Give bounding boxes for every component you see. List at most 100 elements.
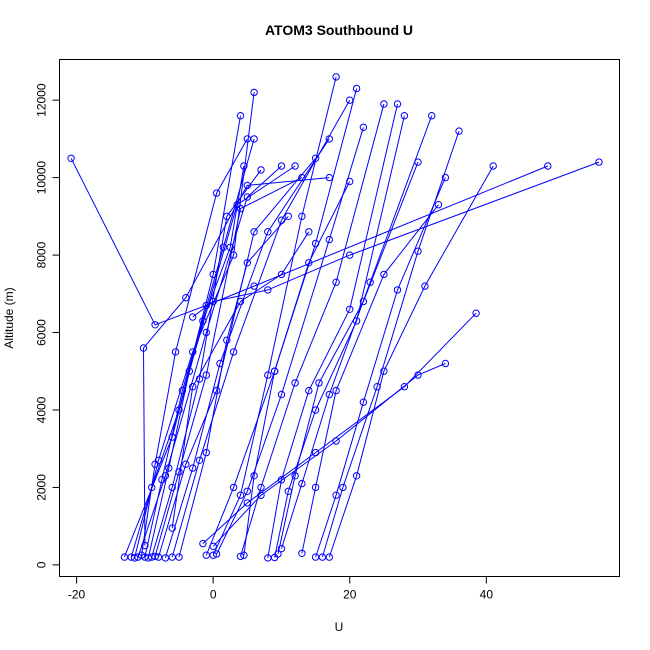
data-point	[202, 448, 211, 457]
data-point	[264, 286, 272, 294]
data-point	[400, 383, 409, 391]
y-tick-label: 12000	[35, 83, 49, 117]
data-point	[346, 96, 354, 104]
data-point	[298, 173, 306, 182]
data-point	[175, 406, 183, 414]
data-point	[352, 84, 361, 93]
data-point	[216, 359, 224, 368]
data-point	[212, 550, 221, 558]
data-point	[229, 483, 238, 492]
data-point	[195, 375, 204, 383]
data-point	[311, 448, 320, 457]
series-line-5	[141, 138, 248, 556]
data-point	[359, 398, 368, 406]
data-point	[264, 228, 272, 236]
y-tick-label: 4000	[35, 396, 49, 423]
y-tick-label: 10000	[35, 161, 49, 195]
data-point	[277, 162, 286, 170]
data-point	[380, 367, 388, 375]
data-point	[270, 367, 279, 375]
data-point	[182, 294, 190, 302]
data-point	[298, 212, 306, 221]
data-point	[189, 313, 197, 321]
data-point	[195, 456, 204, 464]
series-line-21	[277, 161, 419, 555]
data-point	[236, 112, 245, 120]
data-point	[257, 483, 265, 492]
x-tick-label: 40	[480, 588, 494, 602]
data-point	[380, 100, 388, 108]
series-line-27	[202, 312, 477, 544]
data-point	[325, 553, 333, 561]
data-point	[67, 154, 75, 163]
data-point	[305, 228, 313, 236]
y-tick-label: 6000	[35, 319, 49, 346]
data-point	[243, 487, 252, 495]
x-tick-label: -20	[68, 588, 86, 602]
x-tick-label: 20	[343, 588, 357, 602]
data-point	[414, 158, 422, 166]
data-point	[202, 371, 211, 379]
data-point	[209, 542, 217, 550]
data-point	[291, 472, 299, 480]
series-lines	[70, 76, 600, 559]
x-axis: -20 0 20 40	[68, 576, 494, 602]
series-line-11	[164, 138, 330, 559]
series-line-20	[274, 115, 405, 558]
data-point	[141, 541, 149, 550]
data-point	[219, 243, 228, 252]
data-point	[144, 554, 153, 562]
data-point	[189, 383, 197, 391]
data-point	[325, 135, 333, 143]
series-line-4	[137, 165, 282, 558]
data-point	[346, 305, 354, 313]
data-point	[243, 193, 252, 201]
data-point	[250, 88, 258, 97]
data-point	[250, 282, 258, 290]
y-tick-label: 2000	[35, 474, 49, 501]
data-point	[305, 386, 313, 395]
data-point	[229, 251, 238, 259]
data-point	[311, 239, 320, 248]
series-line-15	[212, 76, 337, 556]
series-line-8	[151, 169, 262, 558]
data-point	[236, 204, 245, 213]
data-point	[421, 282, 429, 290]
data-point	[366, 278, 374, 286]
data-point	[298, 549, 306, 557]
data-point	[189, 348, 197, 356]
data-point	[250, 135, 258, 143]
data-point	[544, 162, 552, 170]
data-point	[277, 544, 286, 553]
data-point	[332, 437, 340, 445]
data-point	[332, 73, 340, 81]
data-point	[257, 491, 265, 499]
data-point	[209, 551, 217, 559]
data-point	[175, 468, 183, 476]
data-point	[240, 162, 248, 170]
data-point	[489, 162, 497, 170]
data-point	[264, 371, 272, 379]
series-line-7	[147, 165, 296, 559]
data-point	[339, 483, 347, 492]
series-line-25	[321, 130, 460, 558]
data-point	[175, 553, 183, 561]
data-point	[236, 552, 245, 561]
data-point	[373, 383, 381, 391]
data-point	[212, 386, 221, 395]
data-point	[441, 359, 450, 368]
data-point	[243, 259, 252, 267]
data-point	[189, 464, 197, 472]
data-point	[250, 472, 258, 480]
series-line-9	[154, 177, 303, 557]
data-point	[311, 406, 320, 414]
data-point	[414, 371, 422, 379]
data-point	[284, 487, 292, 495]
data-point	[168, 524, 176, 532]
series-line-30	[171, 231, 310, 529]
data-point	[455, 127, 463, 135]
data-point	[223, 212, 231, 221]
data-point	[595, 158, 603, 166]
data-point	[291, 162, 299, 170]
